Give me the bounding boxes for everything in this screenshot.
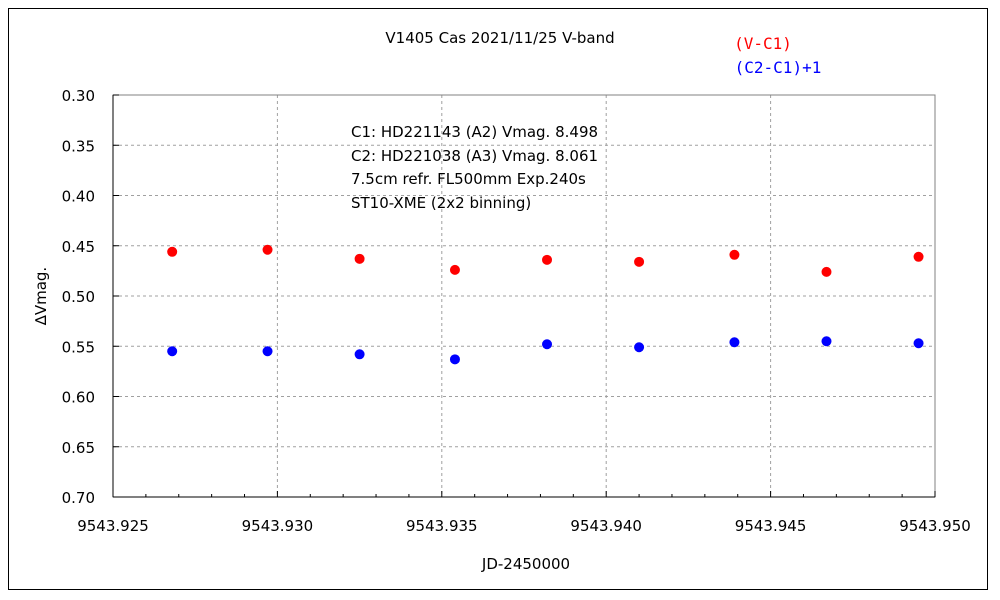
x-tick-label: 9543.950 <box>899 517 971 535</box>
y-tick-label: 0.40 <box>62 188 95 206</box>
data-point-series-0 <box>729 249 740 260</box>
axes: 0.30 0.35 0.40 0.45 0.50 0.55 0.60 0.65 0.70 9543… <box>62 87 971 535</box>
data-point-series-1 <box>729 337 740 348</box>
y-tick-label: 0.70 <box>62 489 95 507</box>
data-point-series-1 <box>542 339 553 350</box>
data-point-series-1 <box>821 336 832 347</box>
x-tick-label: 9543.935 <box>406 517 478 535</box>
chart-title: V1405 Cas 2021/11/25 V-band <box>385 29 614 47</box>
data-point-series-0 <box>542 254 553 265</box>
data-point-series-1 <box>634 342 645 353</box>
y-tick-label: 0.65 <box>62 439 95 457</box>
data-point-series-0 <box>821 266 832 277</box>
y-tick-label: 0.45 <box>62 238 95 256</box>
data-point-series-1 <box>167 346 178 357</box>
data-point-series-0 <box>634 256 645 267</box>
data-point-series-1 <box>354 349 365 360</box>
annotation-telescope: 7.5cm refr. FL500mm Exp.240s <box>351 170 586 188</box>
data-point-series-1 <box>262 346 273 357</box>
x-tick-label: 9543.925 <box>77 517 149 535</box>
data-points <box>167 244 924 365</box>
annotation-camera: ST10-XME (2x2 binning) <box>351 194 531 212</box>
grid-lines <box>113 95 935 497</box>
legend-entry-v-c1: (V-C1) <box>734 34 792 53</box>
y-axis-label: ∆Vmag. <box>32 267 50 326</box>
data-point-series-1 <box>449 354 460 365</box>
x-axis-label: JD-2450000 <box>481 555 570 573</box>
x-tick-label: 9543.945 <box>735 517 807 535</box>
data-point-series-1 <box>913 338 924 349</box>
x-tick-label: 9543.940 <box>570 517 642 535</box>
annotation-c2: C2: HD221038 (A3) Vmag. 8.061 <box>351 147 598 165</box>
legend-entry-c2-c1: (C2-C1)+1 <box>735 58 822 77</box>
y-tick-label: 0.50 <box>62 288 95 306</box>
data-point-series-0 <box>167 246 178 257</box>
data-point-series-0 <box>449 264 460 275</box>
annotation-c1: C1: HD221143 (A2) Vmag. 8.498 <box>351 123 598 141</box>
chart-frame <box>8 8 988 590</box>
x-tick-label: 9543.930 <box>242 517 314 535</box>
y-tick-label: 0.60 <box>62 389 95 407</box>
y-tick-label: 0.35 <box>62 137 95 155</box>
data-point-series-0 <box>913 251 924 262</box>
y-tick-label: 0.30 <box>62 87 95 105</box>
data-point-series-0 <box>354 253 365 264</box>
data-point-series-0 <box>262 244 273 255</box>
y-tick-label: 0.55 <box>62 338 95 356</box>
